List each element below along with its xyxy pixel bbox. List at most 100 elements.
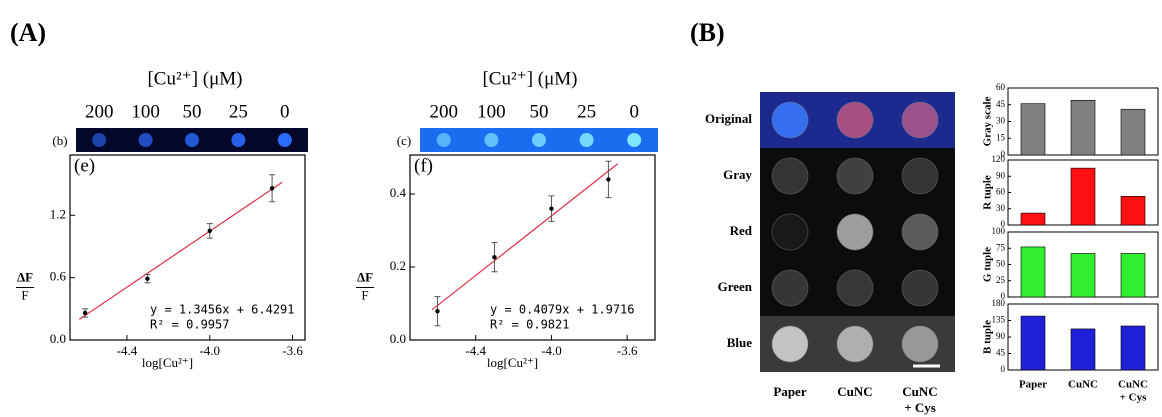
y-axis-label: F	[21, 287, 28, 302]
row-label: Gray	[723, 167, 752, 182]
y-tick-label: 1.2	[50, 206, 66, 221]
x-tick-label: -4.4	[465, 343, 486, 358]
y-tick-label: 25	[996, 275, 1006, 285]
y-tick-label: 0	[1001, 364, 1006, 374]
spot	[437, 133, 451, 147]
x-tick-label: -4.0	[199, 343, 220, 358]
y-tick-label: 45	[996, 348, 1006, 358]
spot	[532, 133, 546, 147]
y-axis-label: ΔF	[17, 269, 33, 284]
point	[492, 255, 496, 259]
concentration-label: 200	[430, 101, 459, 122]
y-tick-label: 75	[996, 242, 1006, 252]
y-tick-label: 15	[996, 132, 1006, 142]
figure: (A) (B) OriginalGrayRedGreenBluePaperCuN…	[0, 0, 1162, 417]
row-label: Green	[718, 279, 753, 294]
concentration-label: 25	[577, 101, 596, 122]
concentration-label: 200	[85, 101, 114, 122]
chart-title: [Cu²⁺] (μM)	[147, 68, 242, 89]
y-tick-label: 50	[996, 259, 1006, 269]
spot	[185, 133, 199, 147]
bar	[1071, 253, 1095, 297]
y-axis-label: R tuple	[982, 175, 994, 210]
y-tick-label: 0.4	[390, 185, 407, 200]
concentration-label: 50	[530, 101, 549, 122]
x-tick-label: CuNC	[1068, 379, 1098, 391]
fit-line	[432, 164, 618, 310]
y-tick-label: 135	[992, 315, 1006, 325]
x-tick-label: CuNC	[1118, 379, 1148, 391]
y-axis-label: B tuple	[982, 320, 994, 354]
y-tick-label: 0.0	[50, 331, 66, 346]
y-tick-label: 100	[992, 226, 1006, 236]
y-tick-label: 90	[996, 170, 1006, 180]
spot	[580, 133, 594, 147]
spot	[92, 133, 106, 147]
x-axis-label: log[Cu²⁺]	[142, 355, 193, 370]
y-axis-label: G tuple	[982, 247, 994, 282]
panel-label: (e)	[74, 155, 95, 176]
strip-label: (c)	[397, 133, 411, 148]
spot	[139, 133, 153, 147]
y-tick-label: 45	[996, 99, 1006, 109]
y-tick-label: 0.0	[390, 331, 406, 346]
annotation: y = 0.4079x + 1.9716	[490, 303, 635, 317]
x-tick-label: -4.0	[541, 343, 562, 358]
concentration-label: 50	[183, 101, 202, 122]
concentration-label: 25	[229, 101, 248, 122]
y-tick-label: 180	[992, 298, 1006, 308]
bar	[1071, 100, 1095, 155]
y-tick-label: 0.6	[50, 269, 67, 284]
strip-label: (b)	[52, 133, 67, 148]
y-axis-label: Gray scale	[982, 96, 994, 146]
point	[208, 229, 212, 233]
row-label: Red	[730, 223, 753, 238]
x-tick-label: -4.4	[117, 343, 138, 358]
x-axis-label: log[Cu²⁺]	[487, 355, 538, 370]
bar	[1071, 329, 1095, 370]
concentration-label: 0	[280, 101, 290, 122]
x-tick-label: + Cys	[1120, 392, 1147, 404]
column-label: CuNC	[837, 384, 872, 399]
spot	[231, 133, 245, 147]
annotation: R² = 0.9821	[490, 318, 569, 332]
point	[145, 276, 149, 280]
annotation: y = 1.3456x + 6.4291	[150, 303, 295, 317]
bar	[1021, 104, 1045, 155]
point	[549, 206, 553, 210]
bar	[1021, 247, 1045, 297]
bar	[1121, 253, 1145, 297]
point	[435, 309, 439, 313]
panel-label: (B)	[690, 18, 725, 47]
y-tick-label: 120	[992, 154, 1006, 164]
spot	[278, 133, 292, 147]
row-label: Original	[705, 111, 752, 126]
y-tick-label: 60	[996, 82, 1006, 92]
column-label: + Cys	[904, 400, 936, 415]
bar	[1121, 109, 1145, 155]
concentration-label: 0	[629, 101, 639, 122]
y-axis-label: ΔF	[357, 269, 373, 284]
bar	[1071, 168, 1095, 225]
spot	[484, 133, 498, 147]
y-tick-label: 60	[996, 187, 1006, 197]
point	[270, 186, 274, 190]
x-tick-label: -3.6	[282, 343, 303, 358]
column-label: Paper	[773, 384, 806, 399]
bar	[1021, 316, 1045, 370]
y-tick-label: 30	[996, 116, 1006, 126]
chart-title: [Cu²⁺] (μM)	[482, 68, 577, 89]
bar	[1021, 213, 1045, 225]
column-label: CuNC	[902, 384, 937, 399]
y-tick-label: 30	[996, 203, 1006, 213]
spot	[627, 133, 641, 147]
concentration-label: 100	[131, 101, 160, 122]
annotation: R² = 0.9957	[150, 318, 229, 332]
concentration-label: 100	[477, 101, 506, 122]
point	[83, 311, 87, 315]
y-tick-label: 0.2	[390, 258, 406, 273]
row-label: Blue	[727, 335, 753, 350]
y-tick-label: 90	[996, 331, 1006, 341]
bar	[1121, 196, 1145, 225]
y-axis-label: F	[361, 287, 368, 302]
